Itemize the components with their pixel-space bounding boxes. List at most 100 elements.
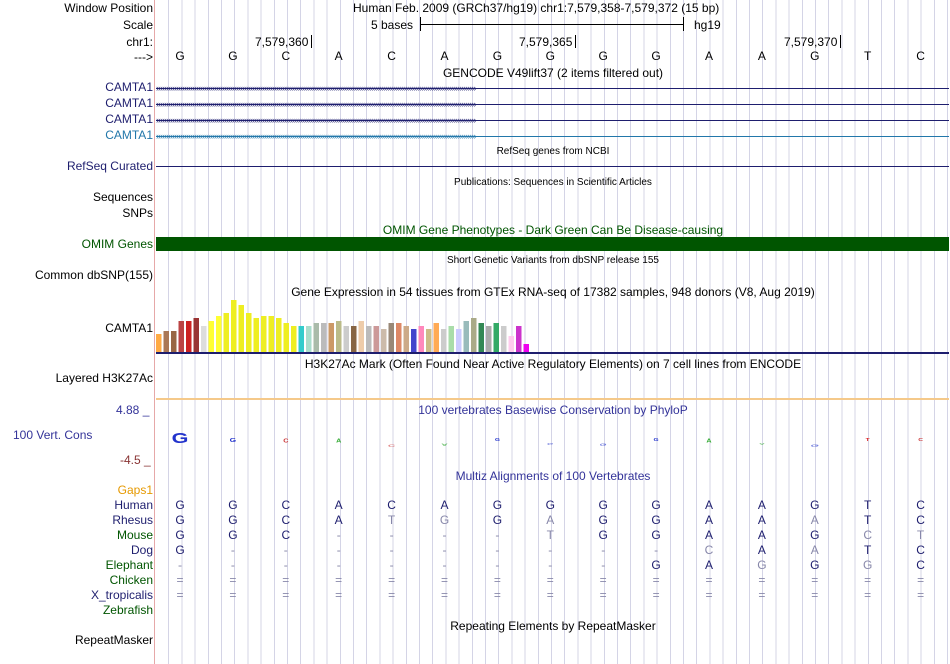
gtex-tissue-bar[interactable] bbox=[523, 344, 530, 352]
gtex-tissue-bar[interactable] bbox=[441, 329, 447, 352]
gtex-tissue-bar[interactable] bbox=[343, 326, 350, 352]
gtex-tissue-bar[interactable] bbox=[433, 323, 440, 352]
gtex-tissue-bar[interactable] bbox=[306, 326, 312, 352]
multiz-species-label[interactable]: Elephant bbox=[105, 558, 153, 572]
repeatmasker-title[interactable]: Repeating Elements by RepeatMasker bbox=[450, 619, 656, 633]
gtex-tissue-bar[interactable] bbox=[448, 326, 455, 352]
aligned-base: T bbox=[546, 528, 554, 542]
gencode-transcript[interactable]: ››››››››››››››››››››››››››››››››››››››››… bbox=[156, 85, 949, 91]
multiz-species-label[interactable]: Dog bbox=[130, 543, 153, 557]
dbsnp-label[interactable]: Common dbSNP(155) bbox=[34, 268, 153, 282]
gtex-tissue-bar[interactable] bbox=[478, 323, 485, 352]
conservation-score-letter: A bbox=[336, 437, 342, 444]
omim-bar[interactable] bbox=[156, 237, 949, 251]
gtex-tissue-bar[interactable] bbox=[201, 326, 207, 352]
gtex-tissue-bar[interactable] bbox=[186, 321, 192, 352]
gtex-tissue-bar[interactable] bbox=[351, 326, 357, 352]
repeatmasker-label[interactable]: RepeatMasker bbox=[74, 633, 153, 647]
h3k27ac-label[interactable]: Layered H3K27Ac bbox=[55, 371, 153, 385]
multiz-species-label[interactable]: Mouse bbox=[116, 528, 153, 542]
gtex-tissue-bar[interactable] bbox=[223, 313, 230, 352]
gencode-title[interactable]: GENCODE V49lift37 (2 items filtered out) bbox=[442, 66, 664, 80]
gtex-tissue-bar[interactable] bbox=[358, 321, 365, 352]
gtex-tissue-bar[interactable] bbox=[471, 318, 477, 352]
gtex-tissue-bar[interactable] bbox=[426, 329, 432, 352]
gencode-track-label[interactable]: CAMTA1 bbox=[105, 128, 153, 142]
gtex-tissue-bar[interactable] bbox=[163, 331, 170, 352]
gtex-tissue-bar[interactable] bbox=[261, 316, 267, 352]
multiz-species-label[interactable]: Zebrafish bbox=[102, 603, 153, 617]
gtex-tissue-bar[interactable] bbox=[396, 323, 402, 352]
omim-label[interactable]: OMIM Genes bbox=[81, 237, 153, 251]
gtex-tissue-bar[interactable] bbox=[298, 326, 305, 352]
gtex-tissue-bar[interactable] bbox=[178, 321, 185, 352]
gtex-tissue-bar[interactable] bbox=[268, 316, 275, 352]
gencode-track-label[interactable]: CAMTA1 bbox=[105, 112, 153, 126]
gencode-transcript[interactable]: ››››››››››››››››››››››››››››››››››››››››… bbox=[156, 101, 949, 107]
gtex-tissue-bar[interactable] bbox=[321, 323, 327, 352]
gtex-tissue-bar[interactable] bbox=[418, 326, 425, 352]
conservation-score-letter: A bbox=[441, 442, 448, 447]
gtex-tissue-bar[interactable] bbox=[381, 329, 387, 352]
gtex-tissue-bar[interactable] bbox=[313, 323, 320, 352]
gtex-tissue-bar[interactable] bbox=[486, 326, 492, 352]
gtex-tissue-bar[interactable] bbox=[253, 318, 260, 352]
gtex-tissue-bar[interactable] bbox=[328, 323, 335, 352]
gtex-title[interactable]: Gene Expression in 54 tissues from GTEx … bbox=[291, 285, 815, 299]
conservation-title[interactable]: 100 vertebrates Basewise Conservation by… bbox=[418, 403, 688, 417]
gtex-bar-chart[interactable] bbox=[156, 298, 536, 353]
gtex-tissue-bar[interactable] bbox=[216, 316, 222, 352]
gtex-tissue-bar[interactable] bbox=[366, 326, 372, 352]
gtex-tissue-bar[interactable] bbox=[238, 305, 245, 352]
aligned-base: = bbox=[229, 588, 237, 602]
gtex-tissue-bar[interactable] bbox=[463, 321, 470, 352]
gtex-label[interactable]: CAMTA1 bbox=[105, 321, 153, 335]
gencode-transcript[interactable]: ››››››››››››››››››››››››››››››››››››››››… bbox=[156, 133, 949, 139]
aligned-base: = bbox=[546, 573, 554, 587]
aligned-base: = bbox=[811, 588, 819, 602]
multiz-species-label[interactable]: Chicken bbox=[109, 573, 153, 587]
gtex-tissue-bar[interactable] bbox=[276, 318, 282, 352]
dbsnp-title[interactable]: Short Genetic Variants from dbSNP releas… bbox=[447, 255, 659, 266]
gtex-tissue-bar[interactable] bbox=[208, 321, 215, 352]
conservation-label[interactable]: 100 Vert. Cons bbox=[13, 428, 93, 442]
gtex-tissue-bar[interactable] bbox=[291, 326, 297, 352]
gtex-tissue-bar[interactable] bbox=[156, 334, 162, 352]
gtex-tissue-bar[interactable] bbox=[231, 300, 237, 352]
multiz-species-label[interactable]: Human bbox=[114, 498, 153, 512]
refseq-label[interactable]: RefSeq Curated bbox=[66, 159, 153, 173]
gtex-tissue-bar[interactable] bbox=[171, 331, 177, 352]
omim-title[interactable]: OMIM Gene Phenotypes - Dark Green Can Be… bbox=[382, 223, 724, 237]
gtex-tissue-bar[interactable] bbox=[373, 326, 380, 352]
h3k27ac-signal[interactable] bbox=[156, 398, 949, 400]
refseq-title[interactable]: RefSeq genes from NCBI bbox=[496, 146, 610, 157]
gtex-tissue-bar[interactable] bbox=[403, 326, 410, 352]
gtex-tissue-bar[interactable] bbox=[193, 318, 200, 352]
publications-snps-label[interactable]: SNPs bbox=[122, 206, 153, 220]
aligned-base: C bbox=[281, 513, 291, 527]
multiz-species-label[interactable]: Rhesus bbox=[112, 513, 153, 527]
gtex-tissue-bar[interactable] bbox=[508, 336, 515, 352]
aligned-base: C bbox=[916, 543, 925, 557]
gencode-transcript[interactable]: ››››››››››››››››››››››››››››››››››››››››… bbox=[156, 117, 949, 123]
h3k27ac-title[interactable]: H3K27Ac Mark (Often Found Near Active Re… bbox=[304, 357, 802, 371]
conservation-track[interactable]: G G C A C A G G G G A A G T C bbox=[156, 420, 950, 460]
gtex-tissue-bar[interactable] bbox=[501, 326, 507, 352]
gtex-tissue-bar[interactable] bbox=[388, 323, 395, 352]
multiz-title[interactable]: Multiz Alignments of 100 Vertebrates bbox=[455, 469, 651, 483]
gtex-tissue-bar[interactable] bbox=[411, 329, 417, 352]
gencode-track-label[interactable]: CAMTA1 bbox=[105, 80, 153, 94]
refseq-line[interactable] bbox=[156, 166, 949, 167]
gtex-tissue-bar[interactable] bbox=[246, 313, 252, 352]
gencode-track-label[interactable]: CAMTA1 bbox=[105, 96, 153, 110]
gtex-tissue-bar[interactable] bbox=[456, 329, 462, 352]
publications-sequences-label[interactable]: Sequences bbox=[92, 190, 153, 204]
gtex-tissue-bar[interactable] bbox=[516, 326, 522, 352]
gtex-tissue-bar[interactable] bbox=[283, 323, 290, 352]
aligned-base: T bbox=[864, 513, 872, 527]
gtex-tissue-bar[interactable] bbox=[493, 323, 500, 352]
publications-title[interactable]: Publications: Sequences in Scientific Ar… bbox=[454, 177, 652, 188]
multiz-gaps-label[interactable]: Gaps1 bbox=[117, 483, 153, 497]
multiz-species-label[interactable]: X_tropicalis bbox=[90, 588, 153, 602]
gtex-tissue-bar[interactable] bbox=[336, 321, 342, 352]
